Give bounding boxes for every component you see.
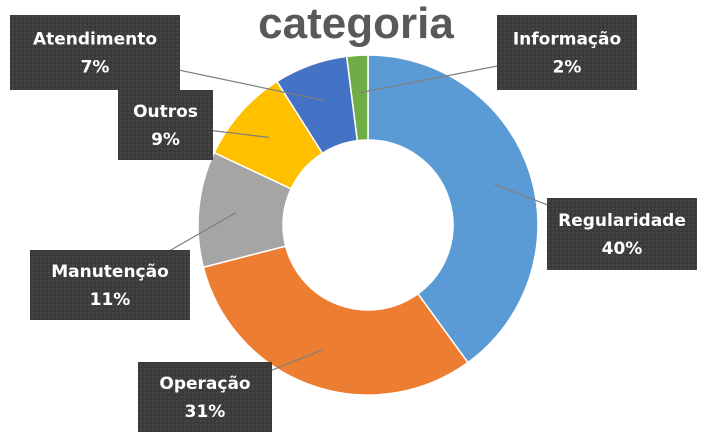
data-label-name: Outros bbox=[133, 102, 198, 122]
data-label-value: 9% bbox=[151, 130, 180, 150]
label-box bbox=[138, 362, 272, 432]
data-label-name: Atendimento bbox=[33, 30, 157, 50]
donut-slice bbox=[345, 54, 369, 142]
label-box bbox=[497, 15, 637, 90]
data-label-value: 11% bbox=[90, 290, 131, 310]
donut-slice bbox=[202, 245, 469, 396]
data-label-value: 7% bbox=[81, 58, 110, 78]
donut-slice bbox=[367, 54, 539, 364]
chart-title: categoria bbox=[258, 0, 454, 48]
data-label-value: 31% bbox=[185, 402, 226, 422]
data-label-value: 2% bbox=[553, 58, 582, 78]
data-label-value: 40% bbox=[602, 239, 643, 259]
label-box bbox=[30, 250, 190, 320]
label-box bbox=[547, 198, 697, 270]
label-box bbox=[118, 90, 213, 160]
label-box bbox=[10, 15, 180, 90]
data-label-name: Regularidade bbox=[558, 211, 686, 231]
data-label-name: Operação bbox=[159, 374, 250, 394]
data-label-name: Manutenção bbox=[51, 262, 169, 282]
data-label-name: Informação bbox=[513, 30, 621, 50]
